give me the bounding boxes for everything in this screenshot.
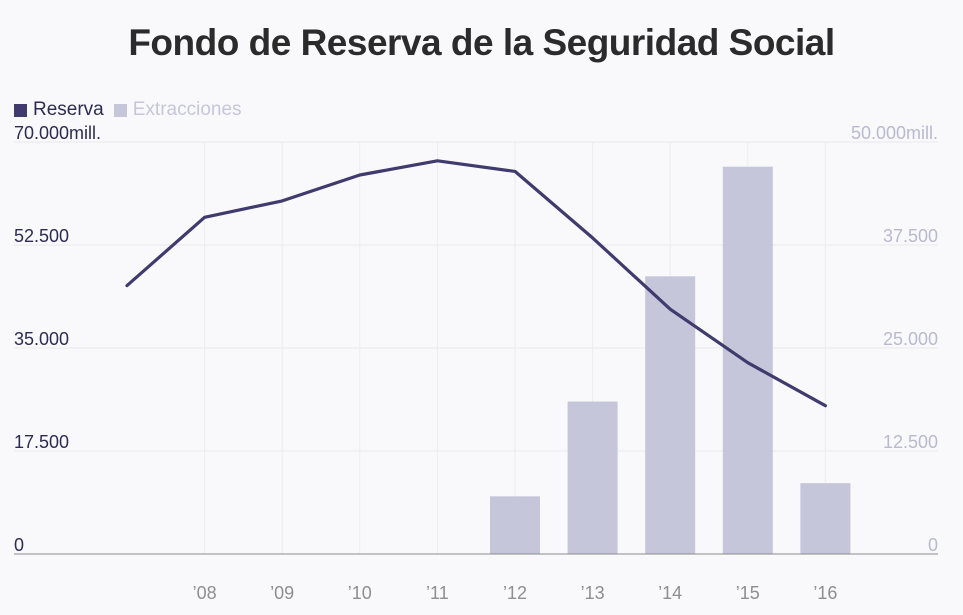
reserva-line	[125, 159, 828, 408]
x-axis-tick-label: ’12	[503, 583, 527, 603]
left-axis-tick-label: 35.000	[14, 329, 69, 349]
grid-lines	[14, 141, 938, 554]
legend-swatch-extracciones	[113, 103, 127, 117]
bar-extracciones	[800, 483, 851, 554]
legend-item-extracciones: Extracciones	[113, 99, 242, 121]
left-axis-tick-label: 70.000mill.	[14, 123, 101, 143]
x-axis-tick-label: ’11	[426, 583, 449, 603]
x-axis-tick-label: ’16	[813, 583, 837, 603]
legend-swatch-reserva	[14, 103, 27, 117]
legend-item-reserva: Reserva	[14, 99, 104, 121]
chart-legend: Reserva Extracciones	[14, 98, 252, 122]
x-axis-tick-label: ’15	[736, 583, 760, 603]
reserva-line-group	[125, 159, 828, 408]
right-axis-tick-label: 37.500	[883, 226, 938, 246]
bar-extracciones	[722, 166, 773, 554]
left-axis-tick-label: 0	[14, 535, 24, 555]
right-axis-tick-label: 0	[928, 535, 938, 555]
x-axis-tick-label: ’10	[348, 583, 372, 603]
extracciones-bars	[490, 166, 851, 554]
x-axis-tick-label: ’08	[193, 583, 217, 603]
x-axis-tick-label: ’14	[658, 583, 682, 603]
bar-extracciones	[645, 276, 696, 554]
chart-title: Fondo de Reserva de la Seguridad Social	[128, 22, 835, 63]
x-axis-tick-label: ’09	[270, 583, 294, 603]
bar-extracciones	[490, 496, 540, 554]
legend-label-extracciones: Extracciones	[132, 99, 242, 120]
right-axis-tick-label: 25.000	[883, 329, 938, 349]
legend-label-reserva: Reserva	[33, 99, 104, 120]
right-axis-tick-label: 12.500	[883, 432, 938, 452]
left-axis-tick-label: 52.500	[14, 226, 69, 246]
left-axis-tick-label: 17.500	[14, 432, 69, 452]
axes: 0 17.500 35.000 52.500 70.000mill. 0 12.500 25.…	[14, 123, 938, 603]
right-axis-tick-label: 50.000mill.	[851, 123, 938, 143]
x-axis-tick-label: ’13	[581, 583, 605, 603]
bar-extracciones	[567, 401, 618, 554]
